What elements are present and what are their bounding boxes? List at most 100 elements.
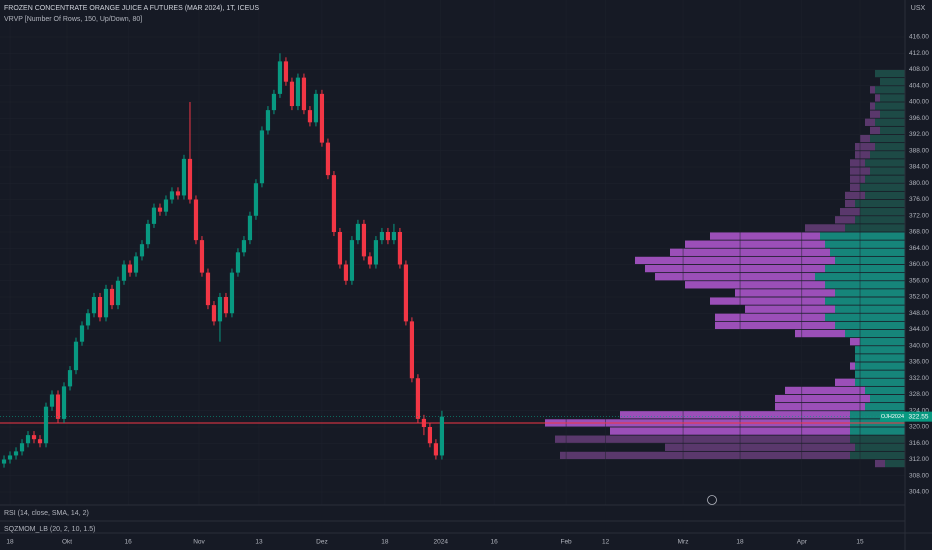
candle-body: [193, 199, 199, 241]
y-tick-label: 364.00: [909, 245, 929, 252]
candle-body: [31, 435, 37, 440]
candle-body: [271, 93, 277, 111]
y-tick-label: 340.00: [909, 342, 929, 349]
profile-down: [850, 362, 855, 370]
y-tick-label: 416.00: [909, 34, 929, 41]
candle-body: [145, 223, 151, 245]
profile-down: [710, 297, 825, 305]
profile-up: [835, 321, 905, 330]
candle-body: [391, 232, 397, 241]
profile-up: [825, 264, 905, 273]
candle-body: [127, 264, 133, 273]
candle-body: [385, 232, 391, 241]
candle-body: [43, 406, 49, 444]
y-tick-label: 376.00: [909, 196, 929, 203]
y-tick-label: 396.00: [909, 115, 929, 122]
profile-up: [825, 313, 905, 321]
x-tick-label: Okt: [62, 539, 72, 546]
x-tick-label: 18: [6, 539, 14, 546]
candle-body: [427, 427, 433, 444]
profile-up: [870, 151, 905, 159]
x-tick-label: Nov: [193, 539, 205, 546]
profile-up: [865, 175, 905, 183]
profile-up: [870, 394, 905, 403]
x-tick-label: 18: [736, 539, 744, 546]
y-tick-label: 316.00: [909, 440, 929, 447]
profile-down: [670, 248, 830, 256]
candle-body: [265, 110, 271, 131]
profile-down: [710, 232, 820, 240]
candle-body: [403, 264, 409, 322]
profile-down: [835, 216, 855, 224]
profile-up: [880, 110, 905, 118]
profile-up: [880, 78, 905, 86]
profile-up: [845, 329, 905, 338]
y-tick-label: 328.00: [909, 391, 929, 398]
chart-title: FROZEN CONCENTRATE ORANGE JUICE A FUTURE…: [4, 5, 259, 12]
profile-up: [855, 216, 905, 224]
profile-down: [835, 378, 855, 386]
candle-body: [13, 451, 19, 456]
candle-body: [61, 386, 67, 419]
candle-body: [379, 232, 385, 241]
candle-body: [367, 256, 373, 265]
profile-up: [850, 411, 905, 419]
x-tick-label: 2024: [433, 539, 448, 546]
candle-body: [151, 207, 157, 224]
profile-down: [870, 102, 875, 110]
candles: [0, 53, 905, 468]
candle-body: [439, 416, 445, 456]
candle-body: [301, 77, 307, 111]
rsi-legend: RSI (14, close, SMA, 14, 2): [4, 510, 89, 517]
candle-body: [157, 207, 163, 212]
candle-body: [289, 81, 295, 107]
y-tick-label: 356.00: [909, 277, 929, 284]
y-tick-label: 408.00: [909, 66, 929, 73]
profile-down: [845, 199, 855, 208]
profile-up: [820, 232, 905, 240]
candle-body: [337, 232, 343, 265]
candle-body: [283, 61, 289, 82]
x-tick-label: 12: [602, 539, 610, 546]
candle-body: [169, 191, 175, 200]
profile-up: [845, 224, 905, 232]
y-tick-label: 404.00: [909, 82, 929, 89]
candle-body: [247, 215, 253, 241]
y-tick-label: 368.00: [909, 229, 929, 236]
profile-down: [775, 394, 870, 403]
candle-body: [211, 305, 217, 322]
candle-body: [343, 264, 349, 281]
profile-down: [865, 118, 875, 126]
candle-body: [415, 378, 421, 419]
currency-label: USX: [911, 5, 926, 12]
profile-up: [855, 378, 905, 386]
profile-down: [645, 264, 825, 273]
candle-body: [85, 313, 91, 326]
profile-down: [665, 443, 855, 451]
profile-up: [875, 102, 905, 110]
profile-down: [785, 386, 865, 395]
profile-down: [860, 134, 870, 143]
y-tick-label: 400.00: [909, 99, 929, 106]
profile-down: [560, 451, 850, 460]
candle-body: [67, 370, 73, 387]
candle-body: [307, 110, 313, 123]
candle-body: [19, 443, 25, 452]
profile-up: [875, 143, 905, 151]
profile-up: [855, 354, 905, 362]
profile-up: [855, 362, 905, 370]
candle-body: [217, 297, 223, 322]
event-icon[interactable]: [707, 495, 717, 505]
profile-up: [850, 435, 905, 443]
candle-body: [433, 443, 439, 456]
profile-up: [855, 443, 905, 451]
last-price-label: 322.55: [909, 413, 929, 420]
candle-body: [235, 252, 241, 273]
candle-body: [355, 223, 361, 241]
profile-down: [805, 224, 845, 232]
symbol-badge: [880, 411, 905, 422]
candle-body: [115, 280, 121, 306]
x-tick-label: Apr: [797, 539, 808, 546]
symbol-label: OJH2024: [881, 414, 904, 420]
